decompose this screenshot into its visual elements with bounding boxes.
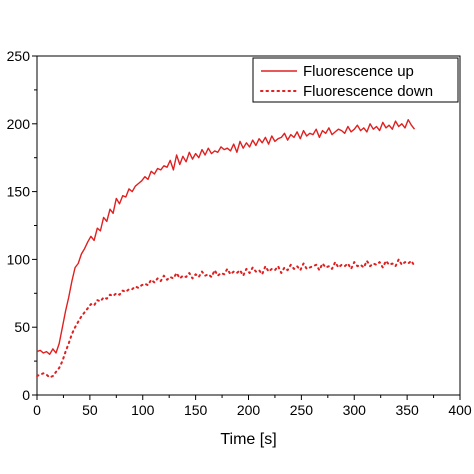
plot-area [36,55,461,396]
y-tick-label: 0 [22,387,30,403]
y-tick-label: 50 [14,319,30,335]
y-tick-label: 200 [7,116,31,132]
legend-label: Fluorescence down [303,83,433,100]
x-tick-label: 400 [448,402,472,418]
x-tick-label: 100 [131,402,155,418]
x-axis-title: Time [s] [220,431,276,448]
legend: Fluorescence up Fluorescence down [252,57,459,103]
fluorescence-up-line [36,118,416,355]
x-tick-label: 0 [33,402,41,418]
x-tick-label: 350 [395,402,419,418]
series-layer [36,118,416,379]
x-tick-label: 150 [184,402,208,418]
x-tick-label: 50 [82,402,98,418]
legend-box [252,57,459,103]
y-tick-label: 150 [7,184,31,200]
y-tick-label: 250 [7,48,31,64]
fluorescence-down-line [36,258,416,379]
y-tick-label: 100 [7,251,31,267]
x-tick-label: 300 [343,402,367,418]
x-tick-label: 250 [290,402,314,418]
axis-layer: 0 50 100 150 200 250 300 350 400 0 50 100 150 200 250 [7,48,472,418]
legend-label: Fluorescence up [303,63,414,80]
x-tick-label: 200 [237,402,261,418]
